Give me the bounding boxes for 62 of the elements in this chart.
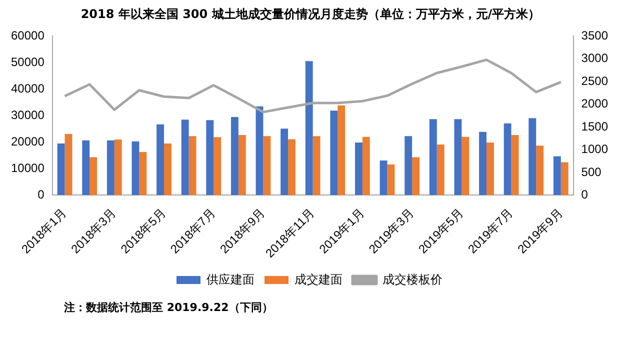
bar bbox=[132, 141, 140, 196]
y-tick-label: 50000 bbox=[10, 55, 45, 70]
y-tick-label: 60000 bbox=[10, 28, 45, 43]
bar bbox=[536, 146, 544, 196]
bar bbox=[214, 137, 222, 196]
bar bbox=[387, 164, 395, 196]
bar bbox=[139, 152, 147, 196]
bar bbox=[263, 136, 271, 196]
bar bbox=[553, 156, 561, 196]
bar bbox=[206, 120, 214, 196]
bar bbox=[90, 157, 98, 196]
bar bbox=[181, 120, 189, 196]
bar bbox=[479, 132, 486, 196]
bar bbox=[164, 144, 172, 196]
bar bbox=[355, 142, 362, 196]
bar bbox=[188, 136, 196, 196]
y2-tick-label: 1000 bbox=[581, 142, 608, 156]
text: 注：数据统计范围至 2019.9.22（下同） bbox=[64, 300, 273, 315]
bar bbox=[114, 140, 122, 196]
bar bbox=[238, 135, 246, 196]
legend-label: 成交楼板价 bbox=[382, 272, 442, 286]
bar bbox=[511, 135, 519, 196]
bar bbox=[330, 110, 338, 196]
y2-tick-label: 500 bbox=[581, 164, 602, 179]
y2-tick-label: 2000 bbox=[581, 96, 608, 111]
y-tick-label: 20000 bbox=[10, 134, 45, 148]
bar bbox=[230, 117, 238, 196]
y-tick-label: 30000 bbox=[10, 108, 45, 122]
y2-tick-label: 3500 bbox=[581, 28, 608, 43]
y-tick-label: 10000 bbox=[10, 160, 45, 175]
bar bbox=[256, 106, 264, 196]
bar bbox=[156, 124, 164, 196]
bar bbox=[429, 119, 437, 196]
bar bbox=[338, 105, 346, 196]
bar bbox=[305, 61, 313, 196]
bar bbox=[560, 162, 568, 196]
bar bbox=[412, 157, 420, 196]
bar bbox=[504, 123, 512, 196]
bar bbox=[288, 139, 296, 196]
y-tick-label: 0 bbox=[38, 187, 45, 202]
bar bbox=[106, 140, 114, 196]
bar bbox=[82, 140, 90, 196]
bar bbox=[462, 136, 470, 196]
bar bbox=[436, 144, 444, 196]
legend-label: 成交建面 bbox=[294, 272, 342, 286]
bar bbox=[486, 142, 494, 196]
y2-tick-label: 1500 bbox=[581, 119, 608, 134]
bar bbox=[312, 136, 320, 196]
legend-label: 供应建面 bbox=[206, 272, 254, 286]
y2-tick-label: 3000 bbox=[581, 51, 608, 66]
bar bbox=[362, 136, 370, 196]
bar bbox=[57, 144, 65, 196]
bar bbox=[64, 134, 72, 196]
bar bbox=[404, 136, 412, 196]
bar bbox=[380, 160, 388, 196]
y2-tick-label: 2500 bbox=[581, 74, 608, 88]
y-tick-label: 40000 bbox=[10, 82, 45, 96]
chart-title: 2018 年以来全国 300 城土地成交量价情况月度走势（单位：万平方米，元/平方米） bbox=[80, 6, 542, 23]
bar bbox=[280, 128, 288, 196]
bar bbox=[528, 118, 536, 196]
bar bbox=[454, 119, 462, 196]
y2-tick-label: 0 bbox=[581, 187, 588, 202]
